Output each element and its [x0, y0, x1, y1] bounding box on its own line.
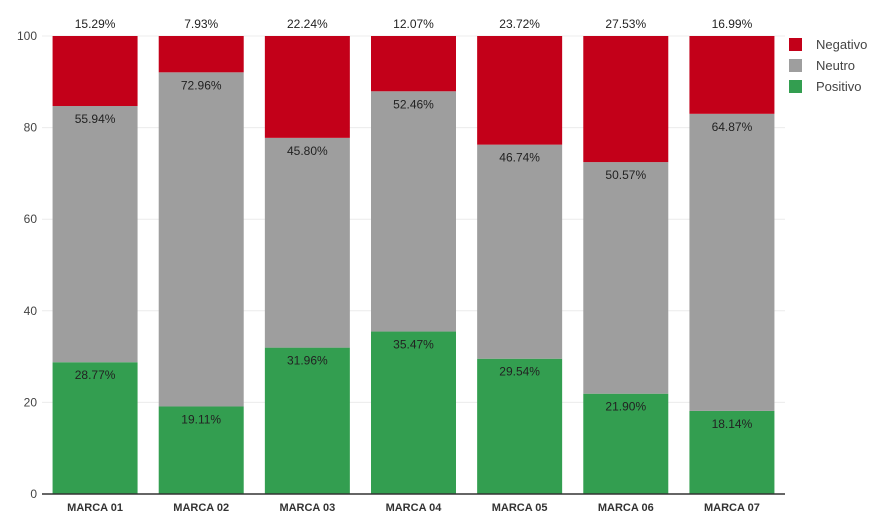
- data-label-neutro: 55.94%: [75, 112, 116, 126]
- x-tick-label: MARCA 03: [279, 502, 335, 514]
- data-label-negativo: 12.07%: [393, 17, 434, 31]
- data-label-negativo: 22.24%: [287, 17, 328, 31]
- data-label-positivo: 18.14%: [712, 417, 753, 431]
- x-axis: MARCA 01 MARCA 02 MARCA 03 MARCA 04 MARCA 05…: [67, 502, 760, 514]
- data-label-positivo: 19.11%: [181, 412, 221, 426]
- data-label-negativo: 23.72%: [499, 17, 540, 31]
- bar-neutro[interactable]: [583, 162, 669, 394]
- y-axis: 0 20 40 60 80 100: [17, 29, 37, 501]
- bars: 28.77% 55.94% 15.29% 19.11% 72.96% 7.93% 31.96…: [52, 17, 775, 494]
- y-tick-label: 0: [30, 487, 37, 501]
- bar-positivo[interactable]: [689, 410, 775, 494]
- legend-swatch: [789, 59, 802, 72]
- data-label-neutro: 46.74%: [499, 151, 540, 165]
- legend-label: Positivo: [816, 79, 862, 94]
- legend-item-neutro[interactable]: Neutro: [789, 55, 867, 76]
- bar-neutro[interactable]: [689, 113, 775, 411]
- bar-negativo[interactable]: [477, 36, 563, 145]
- bar-positivo[interactable]: [52, 362, 138, 494]
- data-label-positivo: 28.77%: [75, 368, 116, 382]
- data-label-positivo: 29.54%: [499, 365, 540, 379]
- legend-label: Negativo: [816, 37, 868, 52]
- data-label-neutro: 45.80%: [287, 144, 328, 158]
- bar-negativo[interactable]: [158, 36, 244, 73]
- bar-neutro[interactable]: [371, 91, 456, 332]
- data-label-negativo: 27.53%: [605, 17, 646, 31]
- legend-item-positivo[interactable]: Positivo: [789, 76, 867, 97]
- bar-neutro[interactable]: [52, 106, 138, 363]
- y-tick-label: 100: [17, 29, 37, 43]
- data-label-neutro: 50.57%: [605, 168, 646, 182]
- bar-neutro[interactable]: [477, 144, 563, 359]
- data-label-positivo: 21.90%: [605, 400, 646, 414]
- data-label-negativo: 15.29%: [75, 17, 116, 31]
- data-label-positivo: 35.47%: [393, 338, 434, 352]
- x-tick-label: MARCA 02: [173, 502, 229, 514]
- y-tick-label: 20: [24, 395, 38, 409]
- data-label-neutro: 64.87%: [712, 120, 753, 134]
- x-tick-label: MARCA 01: [67, 502, 123, 514]
- bar-negativo[interactable]: [371, 36, 456, 92]
- data-label-positivo: 31.96%: [287, 354, 328, 368]
- bar-positivo[interactable]: [371, 331, 456, 494]
- bar-neutro[interactable]: [264, 137, 350, 348]
- y-tick-label: 80: [24, 121, 38, 135]
- x-tick-label: MARCA 05: [492, 502, 548, 514]
- legend-swatch: [789, 38, 802, 51]
- legend-swatch: [789, 80, 802, 93]
- x-tick-label: MARCA 04: [386, 502, 443, 514]
- bar-neutro[interactable]: [158, 72, 244, 407]
- y-tick-label: 60: [24, 212, 38, 226]
- legend-item-negativo[interactable]: Negativo: [789, 34, 867, 55]
- bar-positivo[interactable]: [158, 406, 244, 494]
- legend-label: Neutro: [816, 58, 856, 73]
- legend: Negativo Neutro Positivo: [789, 34, 867, 97]
- bar-positivo[interactable]: [264, 347, 350, 494]
- bar-negativo[interactable]: [264, 36, 350, 138]
- data-label-neutro: 52.46%: [393, 97, 434, 111]
- bar-negativo[interactable]: [689, 36, 775, 114]
- bar-positivo[interactable]: [477, 358, 563, 494]
- data-label-negativo: 7.93%: [184, 17, 218, 31]
- y-tick-label: 40: [24, 304, 38, 318]
- bar-negativo[interactable]: [583, 36, 669, 163]
- data-label-negativo: 16.99%: [712, 17, 753, 31]
- data-label-neutro: 72.96%: [181, 78, 222, 92]
- x-tick-label: MARCA 06: [598, 502, 654, 514]
- x-tick-label: MARCA 07: [704, 502, 760, 514]
- bar-negativo[interactable]: [52, 36, 138, 107]
- bar-positivo[interactable]: [583, 393, 669, 494]
